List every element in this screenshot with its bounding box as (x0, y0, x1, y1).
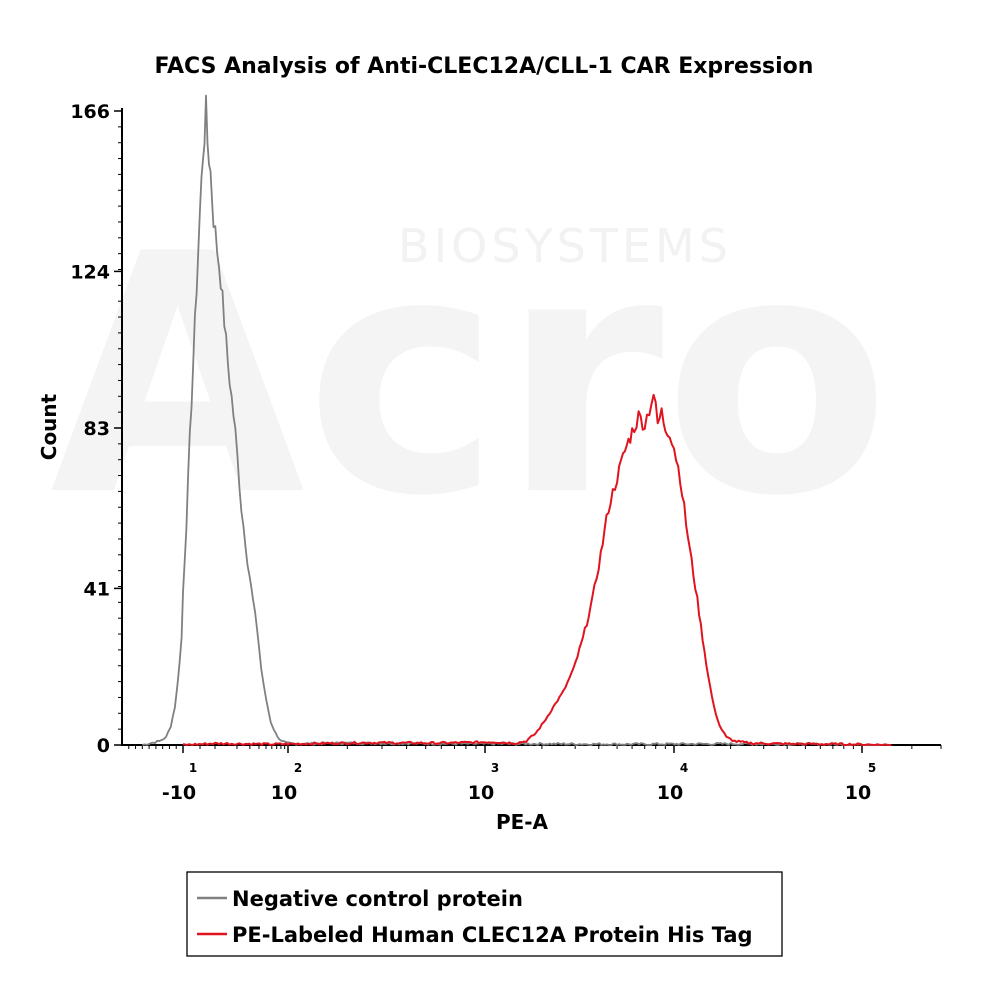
chart-title: FACS Analysis of Anti-CLEC12A/CLL-1 CAR … (155, 54, 814, 79)
legend-box (186, 871, 783, 957)
y-tick-label: 83 (84, 418, 110, 440)
watermark: Acro BIOSYSTEMS (50, 184, 890, 568)
legend-label-negative-control: Negative control protein (232, 887, 523, 911)
y-tick-label: 41 (84, 578, 110, 600)
watermark-brand: Acro (50, 184, 890, 568)
y-axis-ticks: 0 41 83 124 166 (70, 101, 122, 757)
x-axis-ticks: 1 -10 2 10 3 10 4 10 5 10 (128, 745, 942, 804)
x-tick-exponent: 5 (868, 761, 876, 775)
legend-label-pe-labeled-clec12a: PE-Labeled Human CLEC12A Protein His Tag (232, 923, 753, 947)
x-tick-exponent: 3 (491, 761, 499, 775)
watermark-subtitle: BIOSYSTEMS (398, 219, 732, 273)
y-axis-title: Count (37, 393, 61, 460)
series-layer (142, 94, 892, 746)
x-tick-exponent: 4 (680, 761, 688, 775)
y-tick-label: 166 (70, 101, 110, 123)
x-tick-label: 10 (845, 782, 871, 804)
x-tick-label: 10 (271, 782, 297, 804)
y-tick-label: 0 (97, 735, 110, 757)
x-axis-title: PE-A (496, 810, 549, 834)
x-axis: 1 -10 2 10 3 10 4 10 5 10 (121, 744, 942, 804)
legend: Negative control protein PE-Labeled Huma… (186, 871, 783, 957)
x-tick-exponent: 2 (294, 761, 302, 775)
y-tick-label: 124 (70, 261, 110, 283)
x-tick-label: -10 (162, 782, 196, 804)
y-axis: 0 41 83 124 166 (70, 101, 123, 757)
x-tick-label: 10 (468, 782, 494, 804)
x-tick-label: 10 (657, 782, 683, 804)
x-tick-exponent: 1 (189, 761, 197, 775)
series-pe-labeled-clec12a-line (182, 393, 892, 746)
